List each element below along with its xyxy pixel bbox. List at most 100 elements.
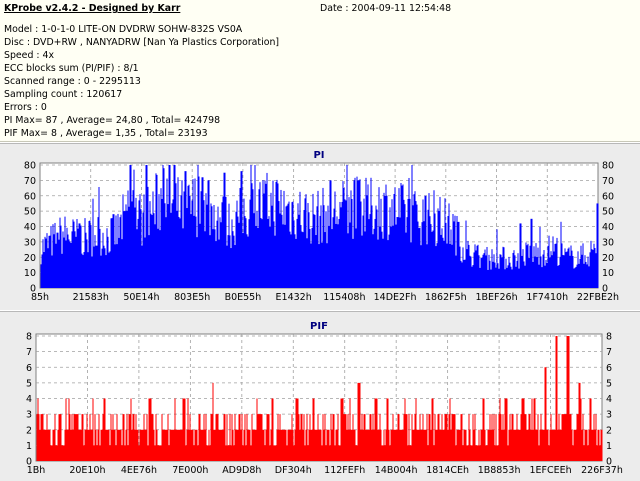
data-bar bbox=[516, 414, 518, 461]
data-bar bbox=[527, 243, 529, 288]
data-bar bbox=[223, 414, 225, 461]
x-tick-label: 226F37h bbox=[581, 465, 623, 476]
data-bar bbox=[89, 414, 91, 461]
data-bar bbox=[247, 236, 249, 288]
data-bar bbox=[42, 239, 44, 288]
data-bar bbox=[203, 414, 205, 461]
data-bar bbox=[569, 255, 571, 288]
data-bar bbox=[504, 398, 506, 461]
data-bar bbox=[311, 429, 313, 461]
data-bar bbox=[276, 179, 278, 288]
data-bar bbox=[455, 255, 457, 288]
data-bar bbox=[590, 240, 592, 288]
data-bar bbox=[242, 445, 244, 461]
data-bar bbox=[273, 221, 275, 288]
y-tick-left: 80 bbox=[24, 161, 36, 172]
data-bar bbox=[138, 200, 140, 288]
data-bar bbox=[485, 445, 487, 461]
data-bar bbox=[449, 398, 451, 461]
data-bar bbox=[475, 445, 477, 461]
x-tick-label: 14B004h bbox=[375, 465, 418, 476]
data-bar bbox=[591, 249, 593, 288]
data-bar bbox=[576, 264, 578, 288]
data-bar bbox=[305, 194, 307, 288]
data-bar bbox=[49, 235, 51, 288]
data-bar bbox=[386, 195, 388, 288]
data-bar bbox=[308, 212, 310, 288]
data-bar bbox=[567, 248, 569, 288]
data-bar bbox=[167, 204, 169, 288]
data-bar bbox=[255, 225, 257, 288]
data-bar bbox=[490, 429, 492, 461]
y-tick-right: 4 bbox=[606, 394, 612, 405]
data-bar bbox=[242, 233, 244, 288]
data-bar bbox=[445, 414, 447, 461]
data-bar bbox=[492, 429, 494, 461]
data-bar bbox=[289, 231, 291, 288]
data-bar bbox=[158, 194, 160, 288]
y-tick-left: 70 bbox=[24, 176, 36, 187]
data-bar bbox=[99, 445, 101, 461]
data-bar bbox=[458, 429, 460, 461]
data-bar bbox=[347, 233, 349, 288]
data-bar bbox=[198, 414, 200, 461]
data-bar bbox=[410, 242, 412, 288]
data-bar bbox=[117, 213, 119, 288]
data-bar bbox=[149, 398, 151, 461]
data-bar bbox=[145, 429, 147, 461]
data-bar bbox=[58, 239, 60, 288]
data-bar bbox=[463, 259, 465, 288]
data-bar bbox=[518, 268, 520, 288]
data-bar bbox=[125, 204, 127, 288]
data-bar bbox=[540, 414, 542, 461]
data-bar bbox=[599, 445, 601, 461]
data-bar bbox=[394, 187, 396, 288]
data-bar bbox=[150, 213, 152, 288]
data-bar bbox=[396, 216, 398, 288]
data-bar bbox=[49, 429, 51, 461]
data-bar bbox=[40, 264, 42, 288]
y-tick-left: 3 bbox=[26, 410, 32, 421]
data-bar bbox=[176, 429, 178, 461]
data-bar bbox=[206, 204, 208, 288]
data-bar bbox=[240, 429, 242, 461]
x-tick-label: 7E000h bbox=[172, 465, 208, 476]
data-bar bbox=[363, 198, 365, 288]
data-bar bbox=[572, 256, 574, 288]
data-bar bbox=[144, 237, 146, 288]
data-bar bbox=[400, 429, 402, 461]
data-bar bbox=[249, 199, 251, 288]
data-bar bbox=[372, 414, 374, 461]
data-bar bbox=[341, 398, 343, 461]
data-bar bbox=[244, 414, 246, 461]
data-bar bbox=[348, 429, 350, 461]
data-bar bbox=[360, 429, 362, 461]
data-bar bbox=[224, 414, 226, 461]
data-bar bbox=[327, 429, 329, 461]
data-bar bbox=[219, 429, 221, 461]
data-bar bbox=[596, 203, 598, 288]
data-bar bbox=[263, 193, 265, 288]
data-bar bbox=[287, 429, 289, 461]
data-bar bbox=[481, 257, 483, 288]
data-bar bbox=[575, 266, 577, 288]
data-bar bbox=[392, 225, 394, 288]
x-tick-label: 20E10h bbox=[69, 465, 105, 476]
data-bar bbox=[222, 429, 224, 461]
data-bar bbox=[206, 445, 208, 461]
data-bar bbox=[153, 213, 155, 288]
data-bar bbox=[523, 261, 525, 288]
data-bar bbox=[496, 229, 498, 288]
data-bar bbox=[97, 429, 99, 461]
data-bar bbox=[478, 255, 480, 288]
data-bar bbox=[338, 445, 340, 461]
data-bar bbox=[229, 414, 231, 461]
data-bar bbox=[550, 414, 552, 461]
data-bar bbox=[321, 445, 323, 461]
data-bar bbox=[426, 244, 428, 288]
data-bar bbox=[43, 429, 45, 461]
data-bar bbox=[227, 445, 229, 461]
data-bar bbox=[465, 220, 467, 288]
data-bar bbox=[448, 203, 450, 288]
data-bar bbox=[274, 235, 276, 288]
